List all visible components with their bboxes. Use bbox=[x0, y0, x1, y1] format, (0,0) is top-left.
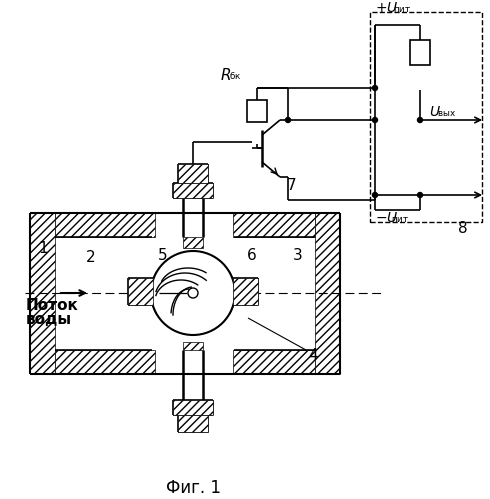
Text: $-U$: $-U$ bbox=[375, 211, 398, 225]
Polygon shape bbox=[173, 183, 213, 198]
Circle shape bbox=[372, 85, 377, 90]
Text: $_{\mathrm{пит}}$: $_{\mathrm{пит}}$ bbox=[393, 1, 412, 14]
Circle shape bbox=[151, 251, 235, 335]
Polygon shape bbox=[315, 213, 340, 374]
Text: 7: 7 bbox=[287, 178, 297, 193]
Polygon shape bbox=[178, 415, 208, 432]
Polygon shape bbox=[233, 278, 258, 305]
Bar bbox=[247, 100, 267, 122]
Bar bbox=[370, 12, 482, 222]
Polygon shape bbox=[173, 400, 213, 415]
Circle shape bbox=[372, 193, 377, 198]
Circle shape bbox=[417, 117, 422, 122]
Text: $_{\mathrm{пит}}$: $_{\mathrm{пит}}$ bbox=[391, 212, 409, 225]
Text: $+U$: $+U$ bbox=[375, 1, 398, 15]
Polygon shape bbox=[183, 342, 203, 350]
Text: 5: 5 bbox=[158, 248, 168, 262]
Polygon shape bbox=[178, 164, 208, 183]
Polygon shape bbox=[128, 278, 153, 305]
Text: Поток: Поток bbox=[26, 297, 79, 312]
Text: $_{\mathrm{бк}}$: $_{\mathrm{бк}}$ bbox=[229, 68, 242, 81]
Polygon shape bbox=[233, 350, 315, 374]
Text: воды: воды bbox=[26, 312, 72, 327]
Text: 3: 3 bbox=[293, 248, 303, 262]
Polygon shape bbox=[55, 350, 155, 374]
Circle shape bbox=[188, 288, 198, 298]
Text: $_{\mathrm{вых}}$: $_{\mathrm{вых}}$ bbox=[437, 105, 456, 118]
Polygon shape bbox=[233, 213, 315, 237]
Text: 6: 6 bbox=[247, 248, 257, 262]
Text: 1: 1 bbox=[38, 241, 48, 255]
Text: 2: 2 bbox=[86, 250, 96, 265]
Text: 4: 4 bbox=[308, 347, 318, 362]
Text: Фиг. 1: Фиг. 1 bbox=[166, 479, 220, 497]
Text: $U$: $U$ bbox=[429, 105, 441, 119]
Text: $R$: $R$ bbox=[220, 67, 231, 83]
Polygon shape bbox=[55, 213, 155, 237]
Text: 8: 8 bbox=[458, 221, 468, 236]
Circle shape bbox=[372, 117, 377, 122]
Circle shape bbox=[286, 117, 291, 122]
Polygon shape bbox=[30, 213, 55, 374]
Circle shape bbox=[417, 193, 422, 198]
Polygon shape bbox=[183, 237, 203, 248]
Bar bbox=[410, 40, 430, 65]
